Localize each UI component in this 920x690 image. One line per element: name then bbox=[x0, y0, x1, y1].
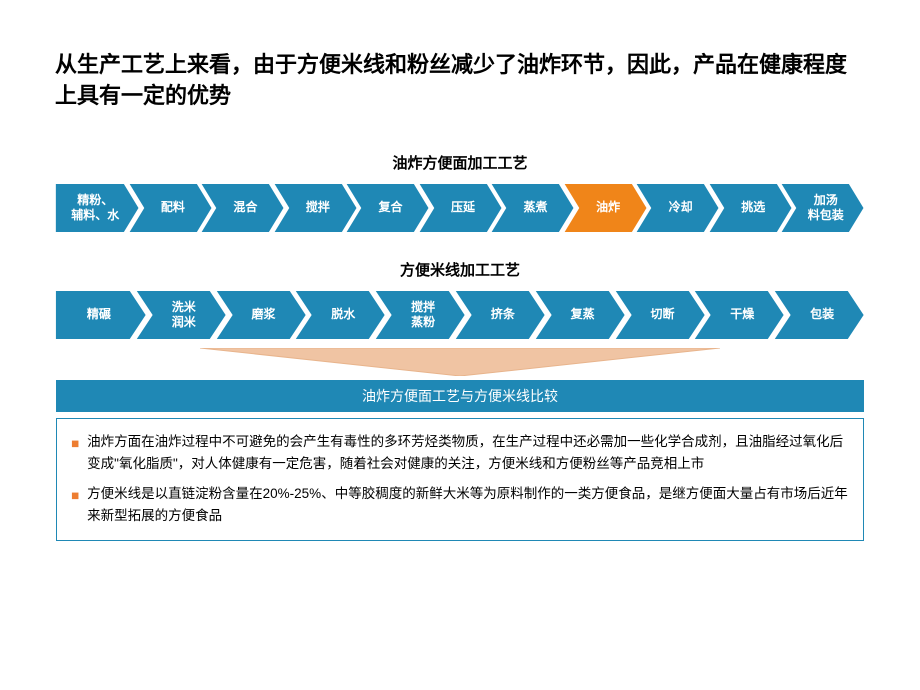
process-step: 搅拌 蒸粉 bbox=[374, 290, 466, 340]
process1-label: 油炸方便面加工工艺 bbox=[55, 152, 865, 173]
process2-row: 精碾洗米 润米磨浆脱水搅拌 蒸粉挤条复蒸切断干燥包装 bbox=[55, 290, 865, 340]
process-step-label: 切断 bbox=[614, 290, 706, 340]
comparison-arrow-wrap bbox=[55, 348, 865, 376]
process-step-label: 加汤 料包装 bbox=[780, 183, 865, 233]
process-step: 切断 bbox=[614, 290, 706, 340]
comparison-down-arrow-icon bbox=[200, 348, 720, 376]
process-step: 加汤 料包装 bbox=[780, 183, 865, 233]
process-step-label: 复蒸 bbox=[534, 290, 626, 340]
process-step: 包装 bbox=[773, 290, 865, 340]
bullet-marker-icon: ■ bbox=[71, 485, 79, 528]
comparison-bullet: ■方便米线是以直链淀粉含量在20%-25%、中等胶稠度的新鲜大米等为原料制作的一… bbox=[71, 483, 849, 528]
bullet-text: 油炸方面在油炸过程中不可避免的会产生有毒性的多环芳烃类物质，在生产过程中还必需加… bbox=[87, 431, 849, 476]
process-step-label: 脱水 bbox=[294, 290, 386, 340]
process-step: 磨浆 bbox=[215, 290, 307, 340]
process-step: 洗米 润米 bbox=[135, 290, 227, 340]
comparison-box: ■油炸方面在油炸过程中不可避免的会产生有毒性的多环芳烃类物质，在生产过程中还必需… bbox=[56, 418, 864, 541]
comparison-bullet: ■油炸方面在油炸过程中不可避免的会产生有毒性的多环芳烃类物质，在生产过程中还必需… bbox=[71, 431, 849, 476]
comparison-header: 油炸方便面工艺与方便米线比较 bbox=[56, 380, 864, 412]
bullet-marker-icon: ■ bbox=[71, 433, 79, 476]
bullet-text: 方便米线是以直链淀粉含量在20%-25%、中等胶稠度的新鲜大米等为原料制作的一类… bbox=[87, 483, 849, 528]
process-step-label: 搅拌 蒸粉 bbox=[374, 290, 466, 340]
process-step: 挤条 bbox=[454, 290, 546, 340]
process-step: 脱水 bbox=[294, 290, 386, 340]
process-step-label: 干燥 bbox=[693, 290, 785, 340]
process1-row: 精粉、 辅料、水配料混合搅拌复合压延蒸煮油炸冷却挑选加汤 料包装 bbox=[55, 183, 865, 233]
process-step-label: 精碾 bbox=[55, 290, 147, 340]
page-title: 从生产工艺上来看，由于方便米线和粉丝减少了油炸环节，因此，产品在健康程度上具有一… bbox=[55, 50, 865, 112]
process-step: 干燥 bbox=[693, 290, 785, 340]
process-step-label: 包装 bbox=[773, 290, 865, 340]
process-step-label: 磨浆 bbox=[215, 290, 307, 340]
process-step-label: 挤条 bbox=[454, 290, 546, 340]
process-step-label: 洗米 润米 bbox=[135, 290, 227, 340]
process-step: 复蒸 bbox=[534, 290, 626, 340]
process-step: 精碾 bbox=[55, 290, 147, 340]
process2-label: 方便米线加工工艺 bbox=[55, 259, 865, 280]
